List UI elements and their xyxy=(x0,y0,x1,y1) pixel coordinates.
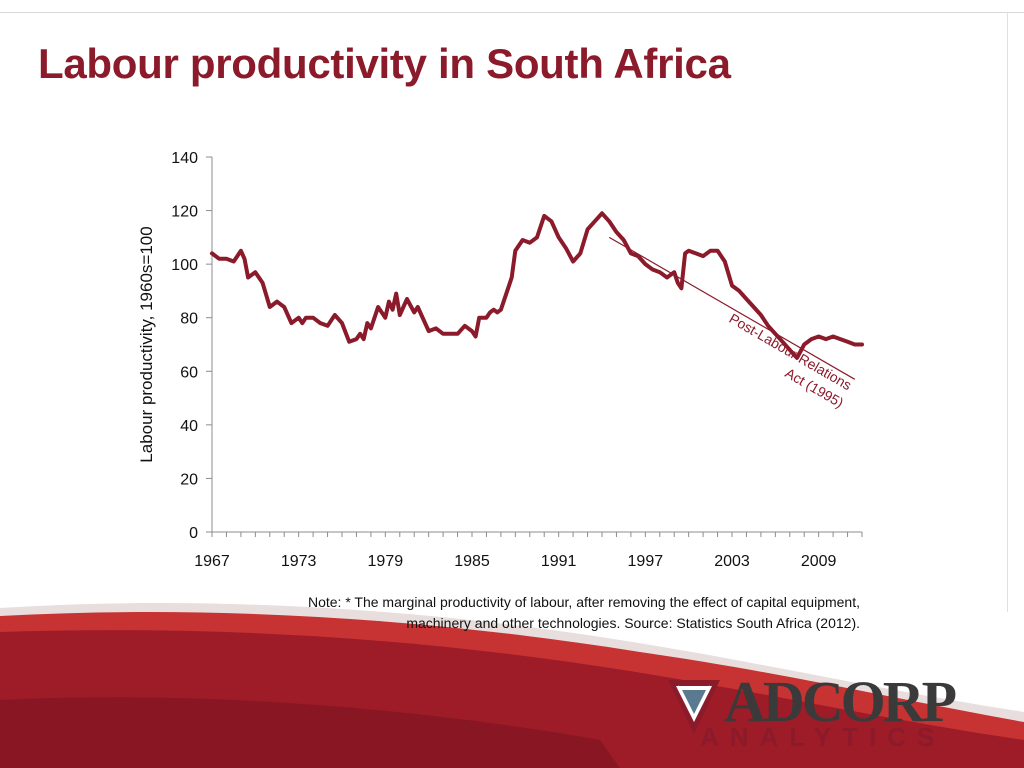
x-tick-label: 1979 xyxy=(368,553,404,570)
chart-axes: Labour productivity, 1960s=100 xyxy=(137,157,862,533)
logo-subtitle: ANALYTICS xyxy=(700,722,946,752)
x-tick-label: 1997 xyxy=(628,553,664,570)
logo-mark-icon xyxy=(668,680,720,734)
y-tick-label: 80 xyxy=(180,311,198,328)
adcorp-logo: ADCORP ANALYTICS xyxy=(664,669,957,762)
x-tick-label: 1973 xyxy=(281,553,317,570)
y-tick-label: 140 xyxy=(171,150,198,167)
annotation-trend-line xyxy=(608,236,856,380)
y-axis-label: Labour productivity, 1960s=100 xyxy=(137,226,156,462)
y-tick-label: 20 xyxy=(180,471,198,488)
x-tick-label: 1967 xyxy=(194,553,230,570)
top-rule xyxy=(0,12,1024,13)
x-tick-label: 2009 xyxy=(801,553,837,570)
chart-note: Note: * The marginal productivity of lab… xyxy=(307,594,860,631)
logo-wordmark: ADCORP xyxy=(724,669,957,734)
slide-title: Labour productivity in South Africa xyxy=(38,40,731,87)
chart-series xyxy=(210,211,864,360)
series-line-0 xyxy=(210,211,864,360)
y-tick-label: 100 xyxy=(171,257,198,274)
y-tick-label: 0 xyxy=(189,525,198,542)
y-tick-label: 60 xyxy=(180,364,198,381)
chart-ticks: 0 20 40 60 80 100 120 140 1967 1973 1979 1985 1991 19… xyxy=(171,150,863,570)
x-tick-label: 1991 xyxy=(541,553,577,570)
x-tick-label: 2003 xyxy=(714,553,750,570)
y-tick-label: 120 xyxy=(171,204,198,221)
swoosh-bottom-band xyxy=(0,697,620,768)
y-tick-label: 40 xyxy=(180,418,198,435)
x-tick-label: 1985 xyxy=(454,553,490,570)
line-chart: Labour productivity, 1960s=100 0 20 40 60 80… xyxy=(137,150,864,570)
right-rule xyxy=(1007,12,1008,612)
